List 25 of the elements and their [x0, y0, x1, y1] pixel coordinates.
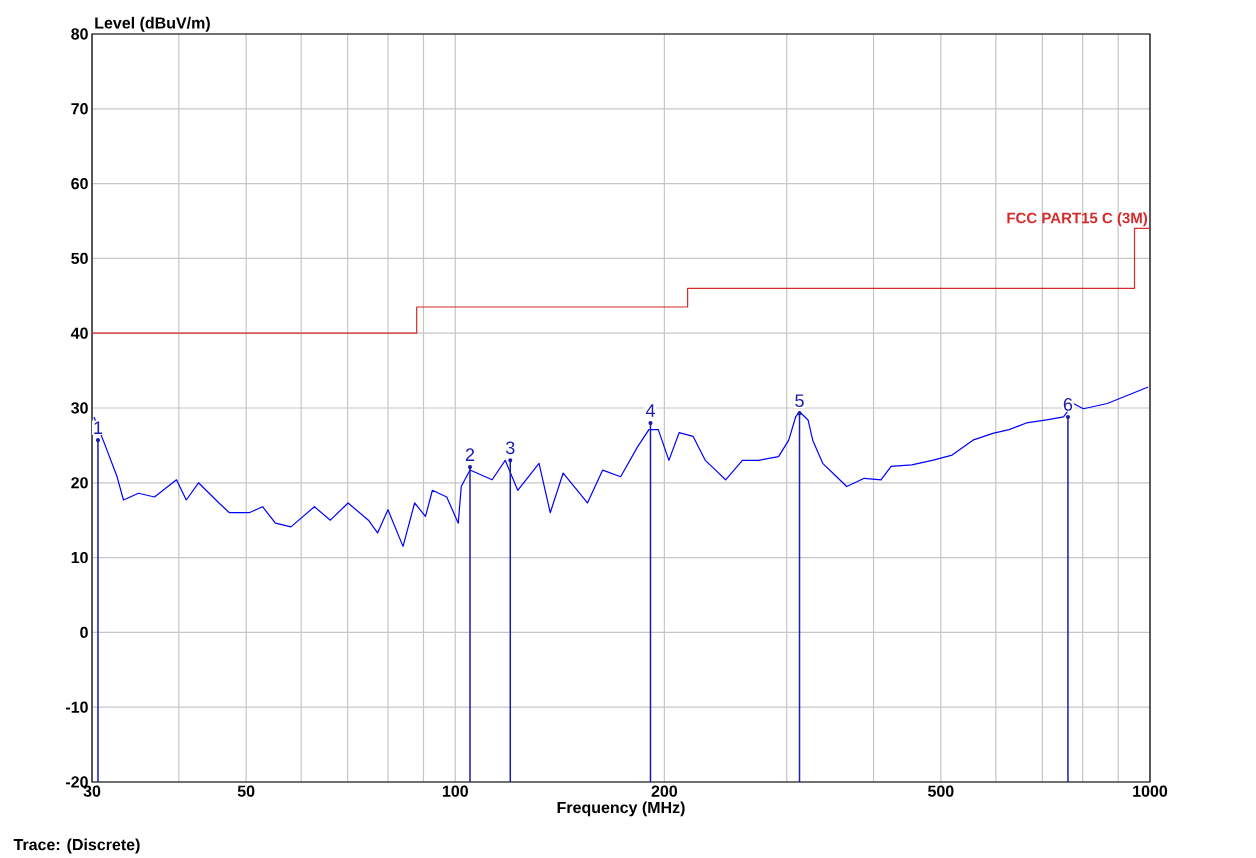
y-tick-label: 30 — [71, 402, 88, 414]
annotation: 1 — [94, 421, 103, 434]
y-tick-label: 40 — [70, 327, 88, 339]
y-tick-label: 10 — [71, 551, 88, 564]
x-tick-label: 200 — [651, 785, 678, 797]
annotation: 6 — [1063, 398, 1073, 411]
y-tick-label: 0 — [80, 626, 88, 639]
y-tick-label: 70 — [71, 103, 88, 115]
x-tick-label: 50 — [237, 785, 255, 797]
text: Trace: (Discrete) — [13, 838, 140, 854]
x-tick-label: 1000 — [1133, 785, 1168, 797]
x-tick-label: 500 — [927, 785, 954, 797]
y-tick-label: 50 — [71, 252, 88, 265]
series-label: FCC PART15 C (3M) — [1007, 212, 1148, 227]
y-tick-label: 80 — [71, 28, 88, 40]
y-tick-label: -10 — [65, 701, 88, 713]
x-axis-title: Frequency (MHz) — [557, 801, 685, 817]
annotation: 4 — [645, 404, 655, 417]
y-tick-label: 60 — [71, 177, 88, 190]
annotation: 3 — [505, 441, 515, 455]
annotation: 2 — [465, 448, 475, 461]
annotation: 5 — [795, 394, 804, 408]
y-tick-label: 20 — [71, 477, 88, 489]
y-axis-title: Level (dBuV/m) — [95, 16, 210, 32]
x-tick-label: 100 — [442, 785, 468, 797]
